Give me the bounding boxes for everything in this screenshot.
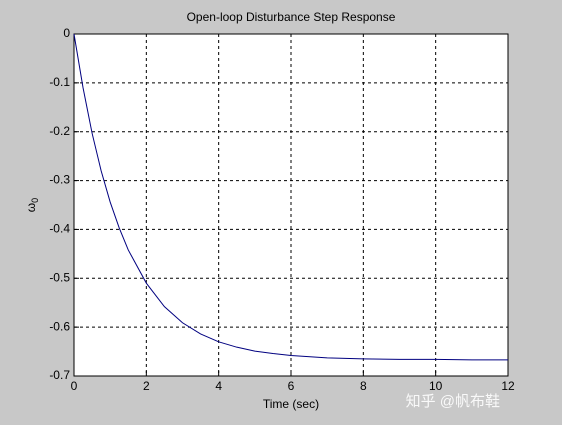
- chart-title: Open-loop Disturbance Step Response: [187, 10, 396, 24]
- x-tick-label: 12: [501, 379, 515, 393]
- y-tick-label: -0.6: [49, 319, 70, 333]
- x-tick-label: 2: [143, 379, 150, 393]
- watermark: 知乎 @帆布鞋: [406, 393, 500, 410]
- y-axis-label-main: ω: [24, 203, 38, 212]
- y-tick-label: -0.7: [49, 368, 70, 382]
- x-axis-label: Time (sec): [263, 397, 319, 411]
- x-tick-label: 4: [215, 379, 222, 393]
- y-tick-label: -0.5: [49, 270, 70, 284]
- y-tick-label: -0.4: [49, 222, 70, 236]
- y-tick-label: -0.2: [49, 124, 70, 138]
- plot-frame: [73, 33, 509, 377]
- y-axis-label-subscript: 0: [30, 198, 40, 203]
- y-tick-label: 0: [63, 26, 70, 40]
- data-line: [73, 33, 508, 361]
- x-tick-label: 10: [429, 379, 443, 393]
- y-tick-label: -0.1: [49, 75, 70, 89]
- x-tick-label: 8: [360, 379, 367, 393]
- y-tick-label: -0.3: [49, 173, 70, 187]
- y-axis-label: ω0: [24, 198, 40, 212]
- x-tick-label: 0: [71, 379, 78, 393]
- x-tick-label: 6: [288, 379, 295, 393]
